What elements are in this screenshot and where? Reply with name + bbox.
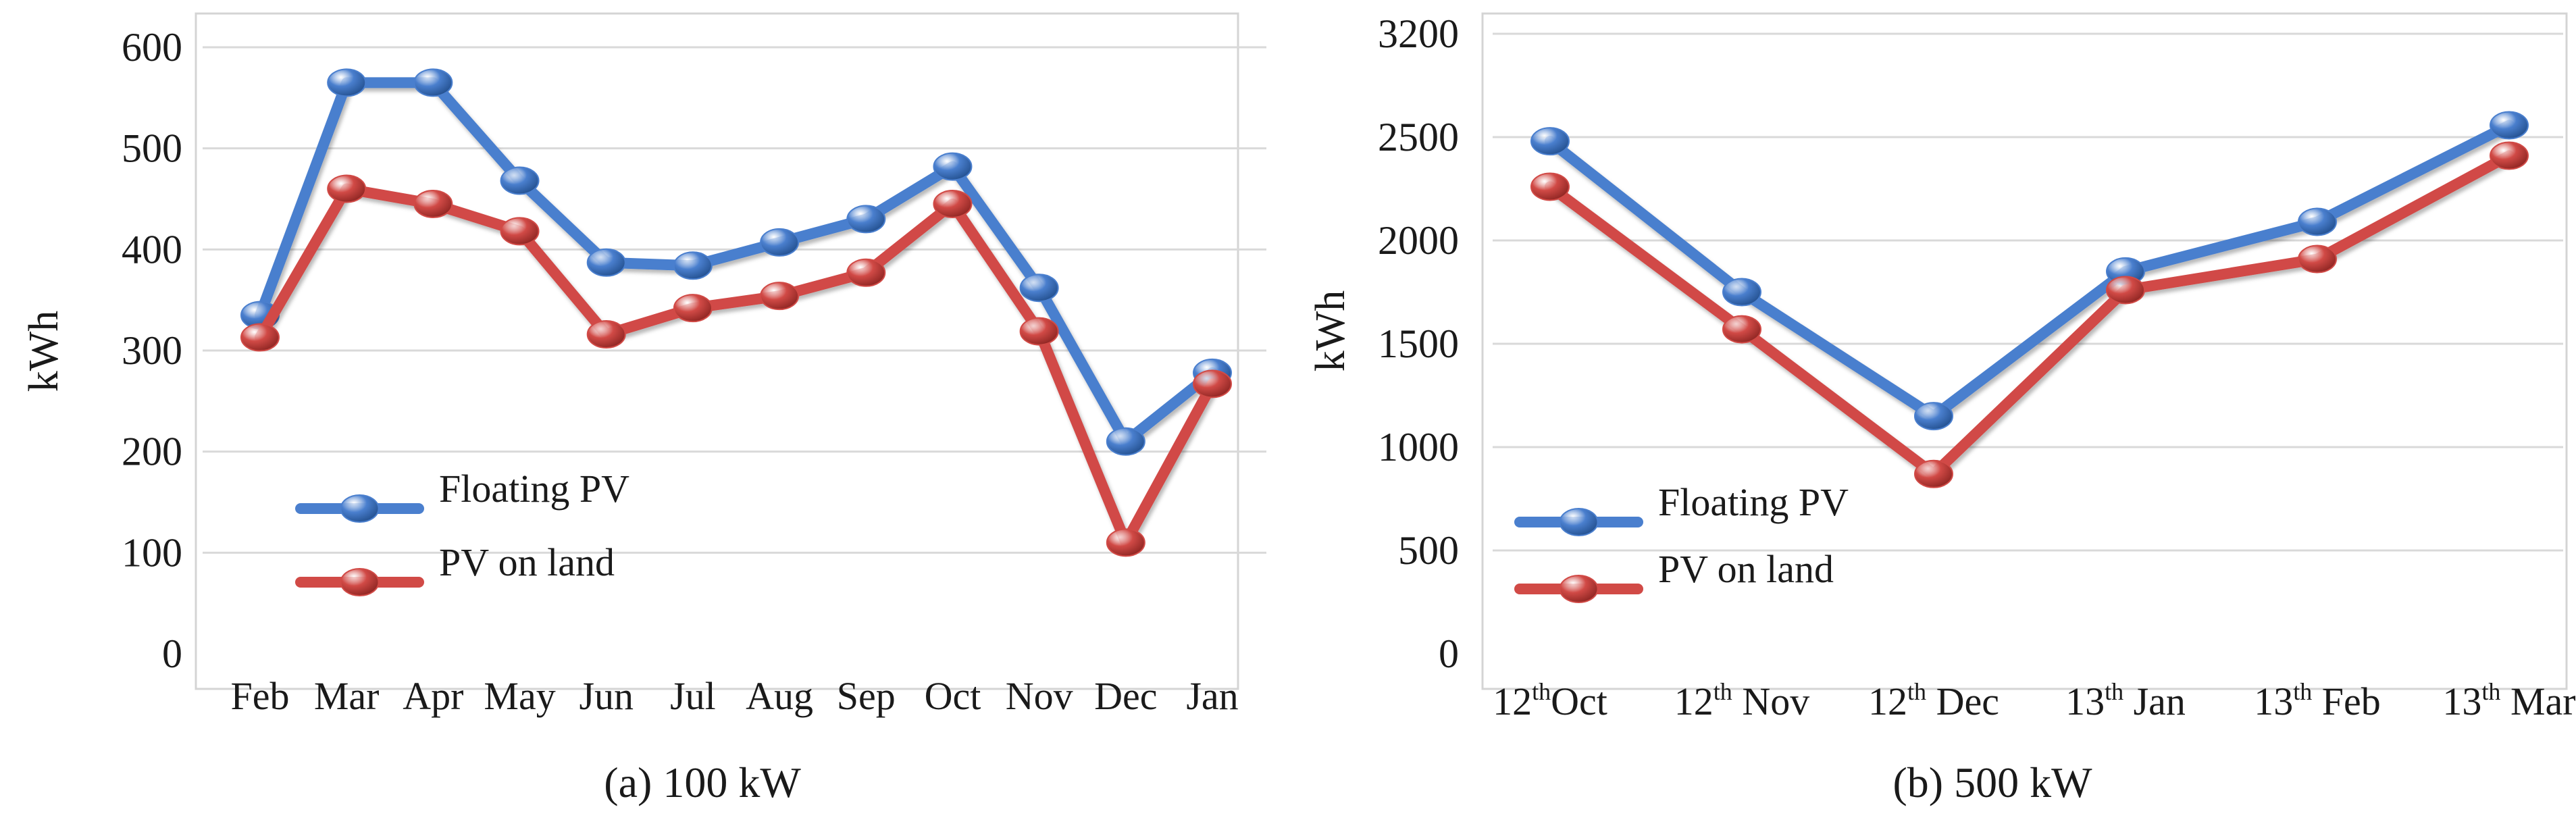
data-point-floating — [1019, 274, 1059, 303]
legend: Floating PV PV on land — [1514, 480, 1849, 603]
data-point-land — [1530, 172, 1570, 201]
data-point-land — [413, 189, 453, 218]
data-point-land — [846, 258, 886, 287]
data-point-floating — [1106, 427, 1145, 456]
data-point-floating — [1722, 278, 1761, 307]
data-point-floating — [1530, 127, 1570, 156]
y-tick-label: 2000 — [1378, 218, 1459, 263]
legend-label: PV on land — [439, 540, 615, 584]
data-point-land — [1722, 315, 1761, 344]
data-point-land — [500, 217, 540, 246]
series-line-land — [255, 183, 1218, 548]
series-line-floating — [1545, 120, 2515, 422]
x-axis-ticks: Feb Mar Apr May Jun Jul Aug Sep Oct Nov Dec Jan — [231, 674, 1239, 718]
series-group — [240, 68, 1232, 557]
data-point-land — [933, 189, 973, 218]
legend-label: Floating PV — [439, 467, 629, 511]
legend-marker-land — [340, 568, 380, 596]
caption: (b) 500 kW — [1892, 758, 2092, 806]
y-tick-label: 400 — [122, 227, 182, 272]
y-tick-label: 100 — [122, 530, 182, 575]
y-tick-label: 0 — [162, 631, 182, 676]
legend-label: PV on land — [1658, 547, 1834, 591]
data-point-land — [2106, 276, 2145, 305]
data-point-land — [240, 323, 280, 352]
data-point-floating — [1914, 402, 1953, 431]
data-point-land — [673, 294, 713, 323]
legend-marker-land — [1559, 575, 1599, 603]
x-tick-label: May — [484, 674, 555, 718]
y-tick-label: 3200 — [1378, 11, 1459, 56]
y-tick-label: 0 — [1439, 631, 1459, 676]
x-tick-label: 13th Jan — [2065, 678, 2186, 723]
data-point-land — [760, 282, 800, 311]
data-point-floating — [500, 166, 540, 195]
x-axis-ticks: 12thOct 12th Nov 12th Dec 13th Jan 13th Feb 1… — [1493, 678, 2575, 723]
data-point-floating — [933, 152, 973, 181]
data-point-land — [327, 174, 367, 203]
legend-label: Floating PV — [1658, 480, 1849, 524]
y-tick-label: 200 — [122, 430, 182, 474]
y-tick-label: 500 — [122, 126, 182, 171]
x-tick-label: Oct — [925, 674, 981, 718]
y-axis-label: kWh — [21, 311, 67, 392]
caption: (a) 100 kW — [604, 758, 801, 806]
y-tick-label: 600 — [122, 25, 182, 70]
data-point-land — [2490, 141, 2529, 170]
data-point-land — [586, 320, 626, 349]
grid-lines — [1493, 32, 2563, 552]
data-point-land — [2298, 244, 2337, 274]
x-tick-label: 12th Nov — [1674, 678, 1809, 723]
x-tick-label: Sep — [837, 674, 896, 718]
y-axis-label: kWh — [1308, 290, 1354, 372]
plot-frame — [1481, 12, 2568, 690]
x-tick-label: Dec — [1094, 674, 1157, 718]
x-tick-label: Jan — [1186, 674, 1238, 718]
x-tick-label: Feb — [231, 674, 290, 718]
data-point-land — [1106, 528, 1145, 557]
data-point-floating — [673, 251, 713, 280]
legend: Floating PV PV on land — [295, 467, 629, 596]
x-tick-label: Jun — [579, 674, 634, 718]
x-tick-label: 13th Mar — [2442, 678, 2575, 723]
y-tick-label: 1500 — [1378, 321, 1459, 366]
data-point-floating — [2298, 207, 2337, 236]
x-tick-label: Aug — [746, 674, 813, 718]
x-tick-label: 12th Dec — [1868, 678, 1999, 723]
data-point-land — [1019, 317, 1059, 346]
data-point-land — [1914, 459, 1953, 488]
data-point-land — [1193, 369, 1232, 398]
y-tick-label: 2500 — [1378, 115, 1459, 159]
data-point-floating — [2490, 111, 2529, 140]
y-tick-label: 300 — [122, 328, 182, 373]
x-tick-label: Jul — [670, 674, 716, 718]
data-point-floating — [760, 228, 800, 257]
data-point-floating — [413, 68, 453, 97]
series-line-floating — [255, 77, 1218, 447]
y-axis-ticks: 0 100 200 300 400 500 600 — [122, 25, 182, 676]
y-tick-label: 1000 — [1378, 425, 1459, 469]
series-group — [1530, 111, 2529, 488]
y-axis-ticks: 0 500 1000 1500 2000 2500 3200 — [1378, 11, 1459, 676]
x-tick-label: Mar — [314, 674, 380, 718]
chart-panel-500kw: 0 500 1000 1500 2000 2500 3200 12thOct 12th Nov… — [1308, 11, 2576, 806]
x-tick-label: 12thOct — [1493, 678, 1607, 723]
legend-marker-floating — [1559, 508, 1599, 536]
legend-marker-floating — [340, 494, 380, 523]
y-tick-label: 500 — [1398, 528, 1459, 573]
x-tick-label: 13th Feb — [2254, 678, 2381, 723]
x-tick-label: Apr — [403, 674, 463, 718]
data-point-floating — [846, 205, 886, 234]
data-point-floating — [586, 248, 626, 277]
data-point-floating — [327, 68, 367, 97]
chart-panel-100kw: 0 100 200 300 400 500 600 Feb Mar Apr May Jun Jul Au… — [21, 12, 1266, 806]
series-line-land — [1545, 150, 2515, 480]
x-tick-label: Nov — [1006, 674, 1073, 718]
